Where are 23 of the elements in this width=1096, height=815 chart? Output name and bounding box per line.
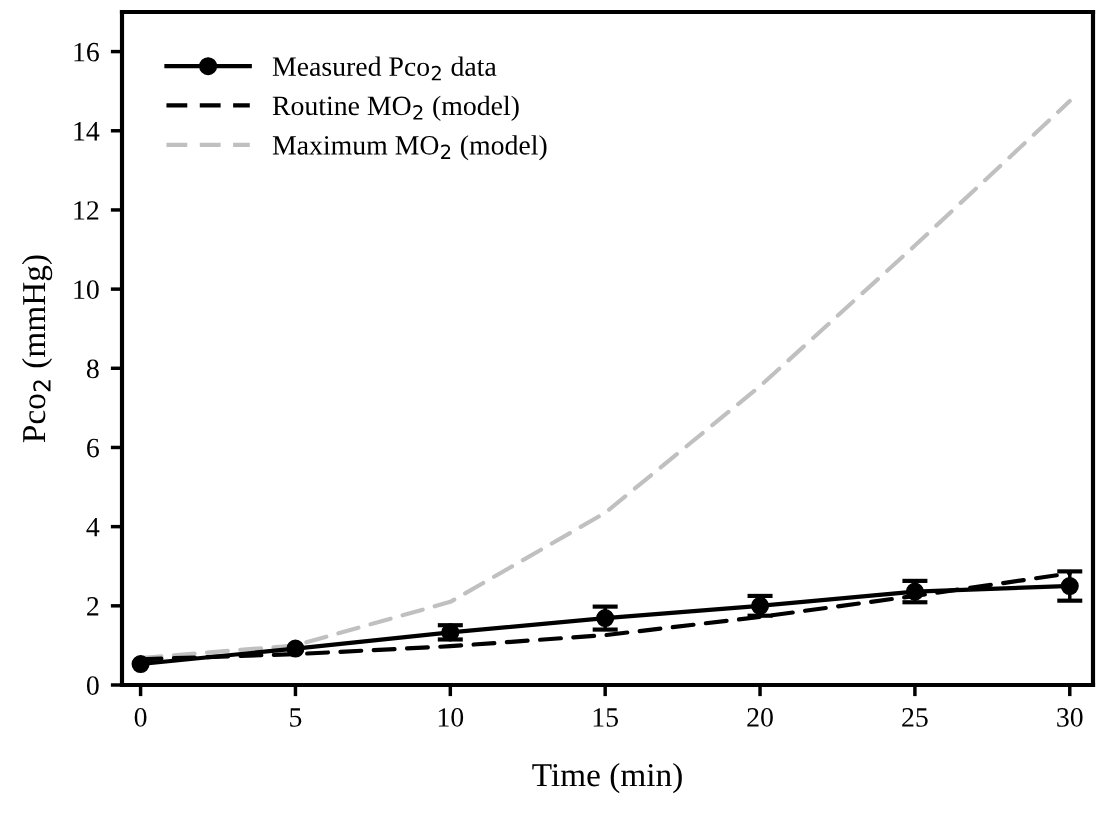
x-tick-label: 30	[1057, 708, 1083, 727]
point	[131, 654, 150, 674]
point	[286, 639, 305, 658]
y-tick-label: 8	[86, 359, 99, 379]
y-axis-title: Pco$_{2}$ (mmHg)	[21, 255, 53, 443]
x-axis-title: Time (min)	[532, 762, 682, 794]
y-tick-label: 12	[74, 201, 99, 220]
y-tick-label: 14	[74, 122, 100, 141]
legend-label: Measured Pco$_{2}$ data	[272, 56, 497, 81]
x-tick-label: 5	[290, 708, 302, 727]
y-tick-label: 4	[86, 518, 100, 537]
y-tick-label: 2	[87, 597, 99, 616]
x-tick-label: 15	[593, 708, 618, 727]
y-tick-label: 10	[74, 280, 99, 300]
x-tick-label: 10	[438, 708, 464, 727]
legend-label: Maximum MO$_{2}$ (model)	[272, 135, 547, 161]
legend-label: Routine MO$_{2}$ (model)	[272, 95, 519, 121]
x-tick-label: 20	[747, 708, 773, 727]
y-tick-label: 0	[86, 676, 99, 695]
x-tick-label: 25	[902, 708, 928, 727]
x-tick-label: 0	[134, 708, 147, 727]
y-tick-label: 16	[74, 42, 99, 62]
y-tick-label: 6	[87, 438, 99, 458]
